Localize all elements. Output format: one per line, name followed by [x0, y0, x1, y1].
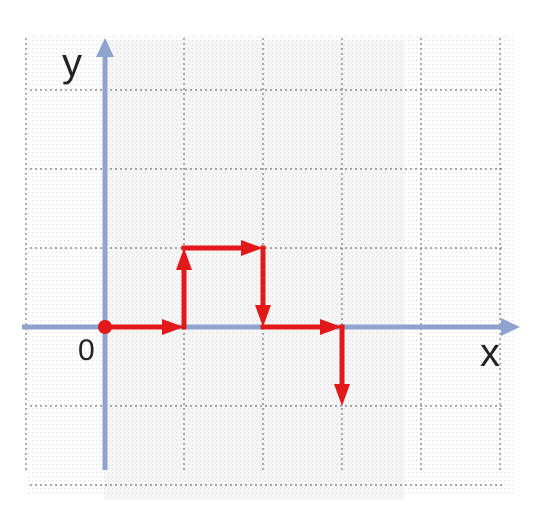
- x-axis-label: x: [480, 331, 500, 375]
- path-arrow-segment: [181, 240, 263, 256]
- path-arrow-head: [241, 240, 263, 256]
- origin-point: [98, 320, 112, 334]
- path-arrow-segment: [334, 324, 350, 406]
- path-arrow-segment: [255, 245, 271, 327]
- path-arrow-head: [255, 305, 271, 327]
- y-axis-label: y: [62, 41, 82, 85]
- path-arrows: [102, 240, 350, 406]
- path-arrow-segment: [260, 319, 342, 335]
- path-arrow-head: [162, 319, 184, 335]
- x-axis-arrowhead: [501, 318, 520, 336]
- path-arrow-segment: [176, 248, 192, 330]
- origin-label: 0: [78, 334, 95, 367]
- shaded-region: [104, 40, 404, 500]
- path-arrow-segment: [102, 319, 184, 335]
- path-arrow-head: [320, 319, 342, 335]
- y-axis-arrowhead: [96, 38, 114, 57]
- path-arrow-head: [334, 384, 350, 406]
- path-arrow-head: [176, 248, 192, 270]
